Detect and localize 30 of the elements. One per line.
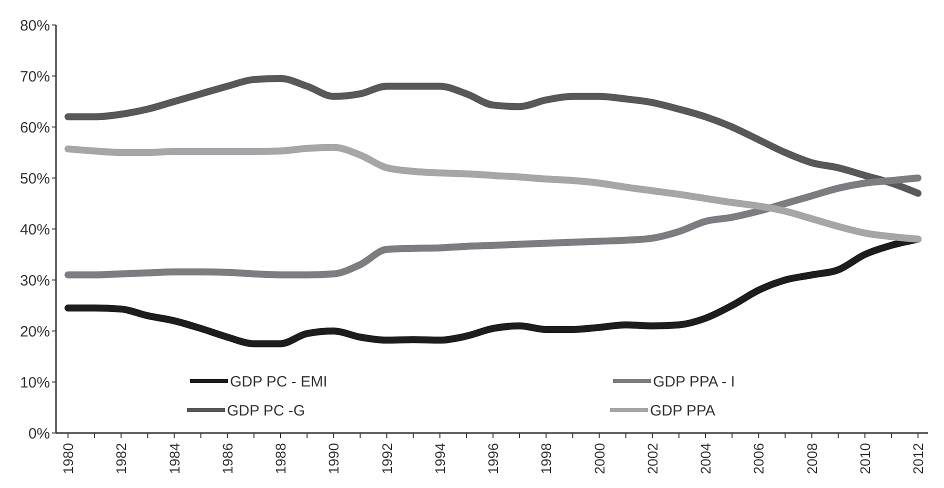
y-tick-label: 0% xyxy=(28,425,50,442)
x-tick-label: 2010 xyxy=(856,442,873,474)
x-tick-label: 1998 xyxy=(538,442,554,474)
x-tick-label: 1986 xyxy=(219,442,236,474)
x-tick-label: 1990 xyxy=(326,442,342,474)
x-tick-label: 2000 xyxy=(591,442,608,474)
x-tick-label: 1994 xyxy=(432,442,448,474)
x-tick-label: 1988 xyxy=(272,442,288,474)
y-tick-label: 60% xyxy=(20,119,50,136)
x-tick-label: 1982 xyxy=(113,442,130,474)
legend-label: GDP PC -G xyxy=(227,402,306,420)
y-tick-label: 40% xyxy=(20,221,50,238)
x-tick-label: 2004 xyxy=(698,442,714,474)
y-tick-label: 80% xyxy=(20,17,50,34)
x-tick-label: 1984 xyxy=(166,442,182,474)
x-tick-label: 2002 xyxy=(644,442,660,474)
x-tick-label: 1992 xyxy=(378,442,395,474)
legend-label: GDP PC - EMI xyxy=(230,373,328,390)
y-tick-label: 30% xyxy=(20,272,50,290)
legend-label: GDP PPA - I xyxy=(653,373,735,390)
y-tick-label: 10% xyxy=(20,374,50,392)
x-tick-label: 1996 xyxy=(485,442,501,474)
y-tick-label: 20% xyxy=(20,323,50,340)
x-tick-label: 2012 xyxy=(910,442,926,474)
legend-label: GDP PPA xyxy=(650,402,716,420)
x-tick-label: 1980 xyxy=(60,442,76,474)
y-tick-label: 70% xyxy=(20,68,50,86)
y-tick-label: 50% xyxy=(20,170,50,188)
x-tick-label: 2006 xyxy=(750,442,767,474)
x-tick-label: 2008 xyxy=(804,442,820,474)
